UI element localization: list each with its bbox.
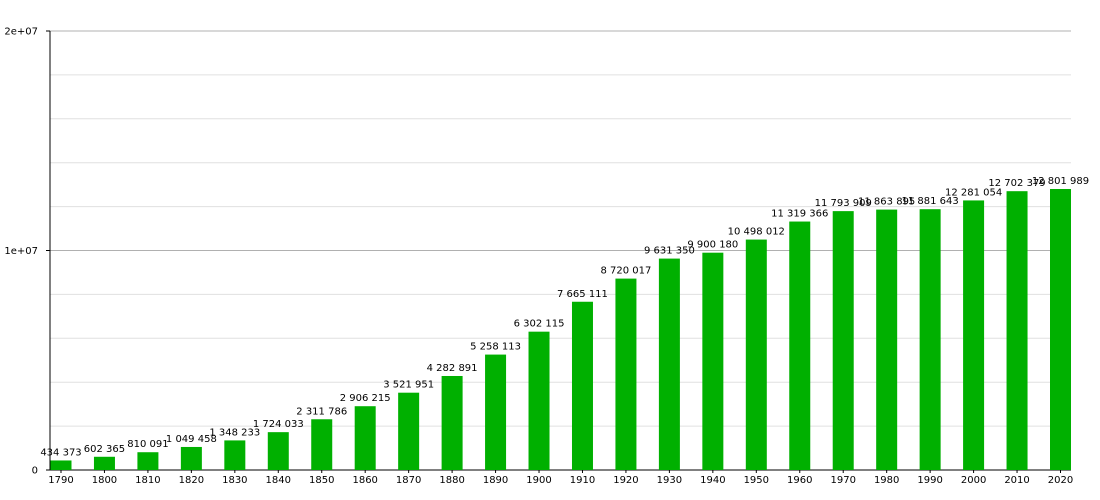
y-tick-label: 1e+07 [4, 246, 38, 257]
bar [485, 354, 507, 470]
bar [615, 278, 637, 470]
bar [311, 419, 333, 470]
bar [180, 446, 202, 470]
x-tick-label: 1910 [570, 475, 595, 486]
x-tick-label: 1790 [48, 475, 73, 486]
x-tick-label: 1880 [439, 475, 464, 486]
bar-value-label: 11 881 643 [901, 196, 958, 207]
bar [224, 440, 246, 470]
bar-value-label: 1 049 458 [166, 434, 217, 445]
bar [702, 252, 724, 470]
bar-value-label: 9 900 180 [687, 240, 738, 251]
bar-value-label: 12 801 989 [1032, 176, 1089, 187]
bar-value-label: 1 348 233 [209, 427, 260, 438]
x-tick-label: 1840 [266, 475, 291, 486]
bar-value-label: 10 498 012 [728, 227, 785, 238]
bar [919, 209, 941, 470]
x-tick-label: 1900 [526, 475, 551, 486]
x-tick-label: 2020 [1048, 475, 1073, 486]
bar [267, 432, 289, 470]
bar-value-label: 3 521 951 [383, 380, 434, 391]
bar-value-label: 12 702 379 [988, 178, 1045, 189]
x-tick-label: 1860 [352, 475, 377, 486]
bar [93, 456, 115, 470]
x-tick-label: 1990 [917, 475, 942, 486]
bar-value-label: 6 302 115 [514, 319, 565, 330]
bar [963, 200, 985, 471]
x-tick-label: 1940 [700, 475, 725, 486]
x-tick-label: 1980 [874, 475, 899, 486]
x-tick-label: 1830 [222, 475, 247, 486]
bar [876, 209, 898, 470]
bar [658, 258, 680, 470]
bar-value-label: 434 373 [40, 447, 81, 458]
bar [354, 406, 376, 470]
y-tick-label: 0 [32, 466, 38, 477]
bar-value-label: 8 720 017 [600, 266, 651, 277]
bar-value-label: 2 906 215 [340, 393, 391, 404]
x-tick-label: 1890 [483, 475, 508, 486]
bar [137, 452, 159, 470]
x-tick-label: 1930 [657, 475, 682, 486]
bar-value-label: 11 863 895 [858, 197, 915, 208]
y-tick-label: 2e+07 [4, 27, 38, 38]
bar-value-label: 602 365 [84, 444, 125, 455]
x-tick-label: 1950 [744, 475, 769, 486]
x-tick-label: 2010 [1004, 475, 1029, 486]
bar-value-label: 7 665 111 [557, 289, 608, 300]
x-tick-label: 1850 [309, 475, 334, 486]
x-tick-label: 1800 [92, 475, 117, 486]
bar-value-label: 11 319 366 [771, 209, 828, 220]
bar-value-label: 9 631 350 [644, 246, 695, 257]
bar [1050, 188, 1071, 470]
bar [398, 392, 420, 470]
bar-value-label: 12 281 054 [945, 187, 1002, 198]
x-tick-label: 1870 [396, 475, 421, 486]
x-tick-label: 2000 [961, 475, 986, 486]
bar [528, 331, 550, 470]
bar [789, 221, 811, 470]
bar [571, 301, 593, 470]
x-tick-label: 1810 [135, 475, 160, 486]
x-tick-label: 1960 [787, 475, 812, 486]
bar [441, 375, 463, 470]
bar-value-label: 810 091 [127, 439, 168, 450]
bar-value-label: 5 258 113 [470, 342, 521, 353]
bar-value-label: 11 793 909 [815, 198, 872, 209]
bar [745, 239, 767, 470]
bar [832, 211, 854, 470]
x-tick-label: 1920 [613, 475, 638, 486]
bar [1006, 191, 1028, 470]
x-tick-label: 1970 [830, 475, 855, 486]
bar [50, 460, 72, 470]
bar-value-label: 2 311 786 [296, 406, 347, 417]
bar-value-label: 4 282 891 [427, 363, 478, 374]
x-tick-label: 1820 [179, 475, 204, 486]
bar-value-label: 1 724 033 [253, 419, 304, 430]
